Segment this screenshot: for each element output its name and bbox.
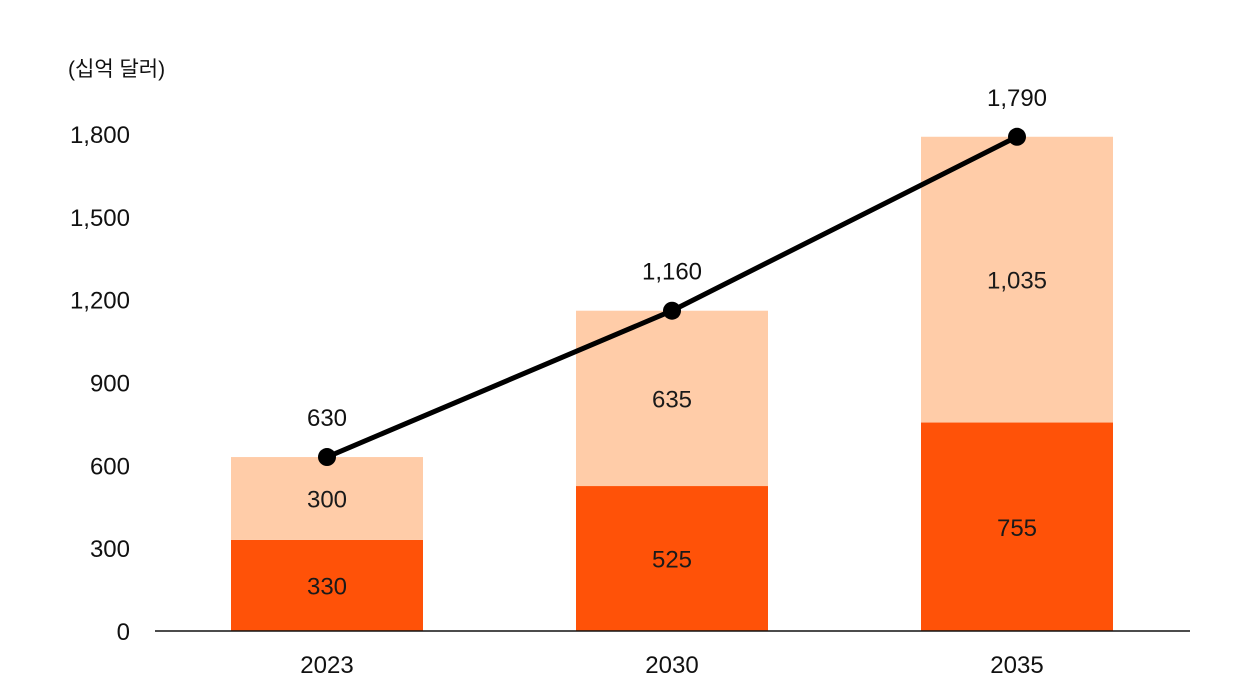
y-tick-label: 1,200 bbox=[70, 288, 130, 315]
y-tick-label: 600 bbox=[90, 453, 130, 480]
bar-segment-label: 525 bbox=[652, 547, 692, 574]
x-tick-label: 2035 bbox=[990, 652, 1043, 679]
bar-segment-lower-2030 bbox=[576, 486, 768, 631]
bar-segment-label: 635 bbox=[652, 386, 692, 413]
x-axis-ticks: 2023 2030 2035 bbox=[300, 652, 1043, 679]
bar-segment-upper-2023 bbox=[231, 457, 423, 540]
y-tick-label: 900 bbox=[90, 371, 130, 398]
bar-segment-lower-2023 bbox=[231, 539, 423, 631]
bar-segment-lower-2035 bbox=[921, 422, 1113, 631]
y-axis-ticks: 0 300 600 900 1,200 1,500 1,800 bbox=[70, 122, 130, 646]
y-tick-label: 300 bbox=[90, 536, 130, 563]
bar-segment-label: 1,035 bbox=[987, 268, 1047, 295]
y-tick-label: 1,500 bbox=[70, 205, 130, 232]
bar-segment-label: 330 bbox=[307, 573, 347, 600]
x-tick-label: 2023 bbox=[300, 652, 353, 679]
total-point bbox=[1008, 127, 1026, 146]
y-tick-label: 1,800 bbox=[70, 122, 130, 149]
total-line-group: 630 1,160 1,790 bbox=[307, 85, 1047, 467]
bar-segment-upper-2035 bbox=[921, 136, 1113, 423]
total-value-label: 1,790 bbox=[987, 85, 1047, 112]
bar-segment-label: 755 bbox=[997, 515, 1037, 542]
bar-segment-label: 300 bbox=[307, 486, 347, 513]
y-tick-label: 0 bbox=[117, 619, 130, 646]
bars: 330 300 525 635 755 1,035 bbox=[231, 136, 1113, 631]
total-point bbox=[663, 301, 681, 320]
total-point bbox=[318, 448, 336, 467]
total-value-label: 1,160 bbox=[642, 259, 702, 286]
total-value-label: 630 bbox=[307, 405, 347, 432]
x-tick-label: 2030 bbox=[645, 652, 698, 679]
y-axis-unit-label: (십억 달러) bbox=[68, 58, 165, 81]
